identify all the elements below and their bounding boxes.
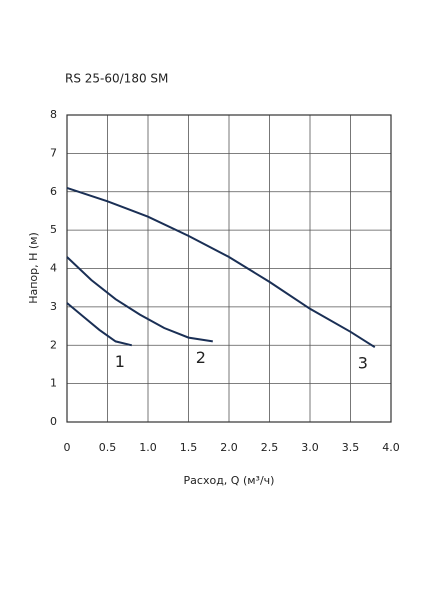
plot-frame (66, 114, 392, 423)
curve (66, 256, 213, 343)
x-tick-label: 1.0 (139, 441, 157, 454)
y-tick-label: 5 (50, 223, 57, 236)
curve-label: 2 (196, 348, 206, 367)
y-tick-label: 2 (50, 338, 57, 351)
x-tick-label: 3.0 (301, 441, 319, 454)
x-tick-label: 2.0 (220, 441, 238, 454)
y-tick-label: 4 (50, 262, 57, 275)
y-axis-label: Напор, Н (м) (27, 232, 40, 304)
x-tick-label: 0.5 (99, 441, 117, 454)
curve (66, 302, 133, 347)
y-tick-label: 8 (50, 108, 57, 121)
x-tick-label: 2.5 (261, 441, 279, 454)
y-tick-label: 1 (50, 377, 57, 390)
y-tick-label: 3 (50, 300, 57, 313)
x-tick-label: 1.5 (180, 441, 198, 454)
x-axis-label: Расход, Q (м³/ч) (184, 474, 275, 487)
chart-title: RS 25-60/180 SM (65, 72, 168, 86)
x-tick-label: 3.5 (342, 441, 360, 454)
x-tick-label: 0 (64, 441, 71, 454)
y-tick-label: 0 (50, 415, 57, 428)
curve-label: 1 (115, 352, 125, 371)
curve (66, 186, 376, 349)
x-tick-label: 4.0 (382, 441, 400, 454)
y-tick-label: 7 (50, 146, 57, 159)
y-tick-label: 6 (50, 185, 57, 198)
curve-label: 3 (358, 354, 368, 373)
